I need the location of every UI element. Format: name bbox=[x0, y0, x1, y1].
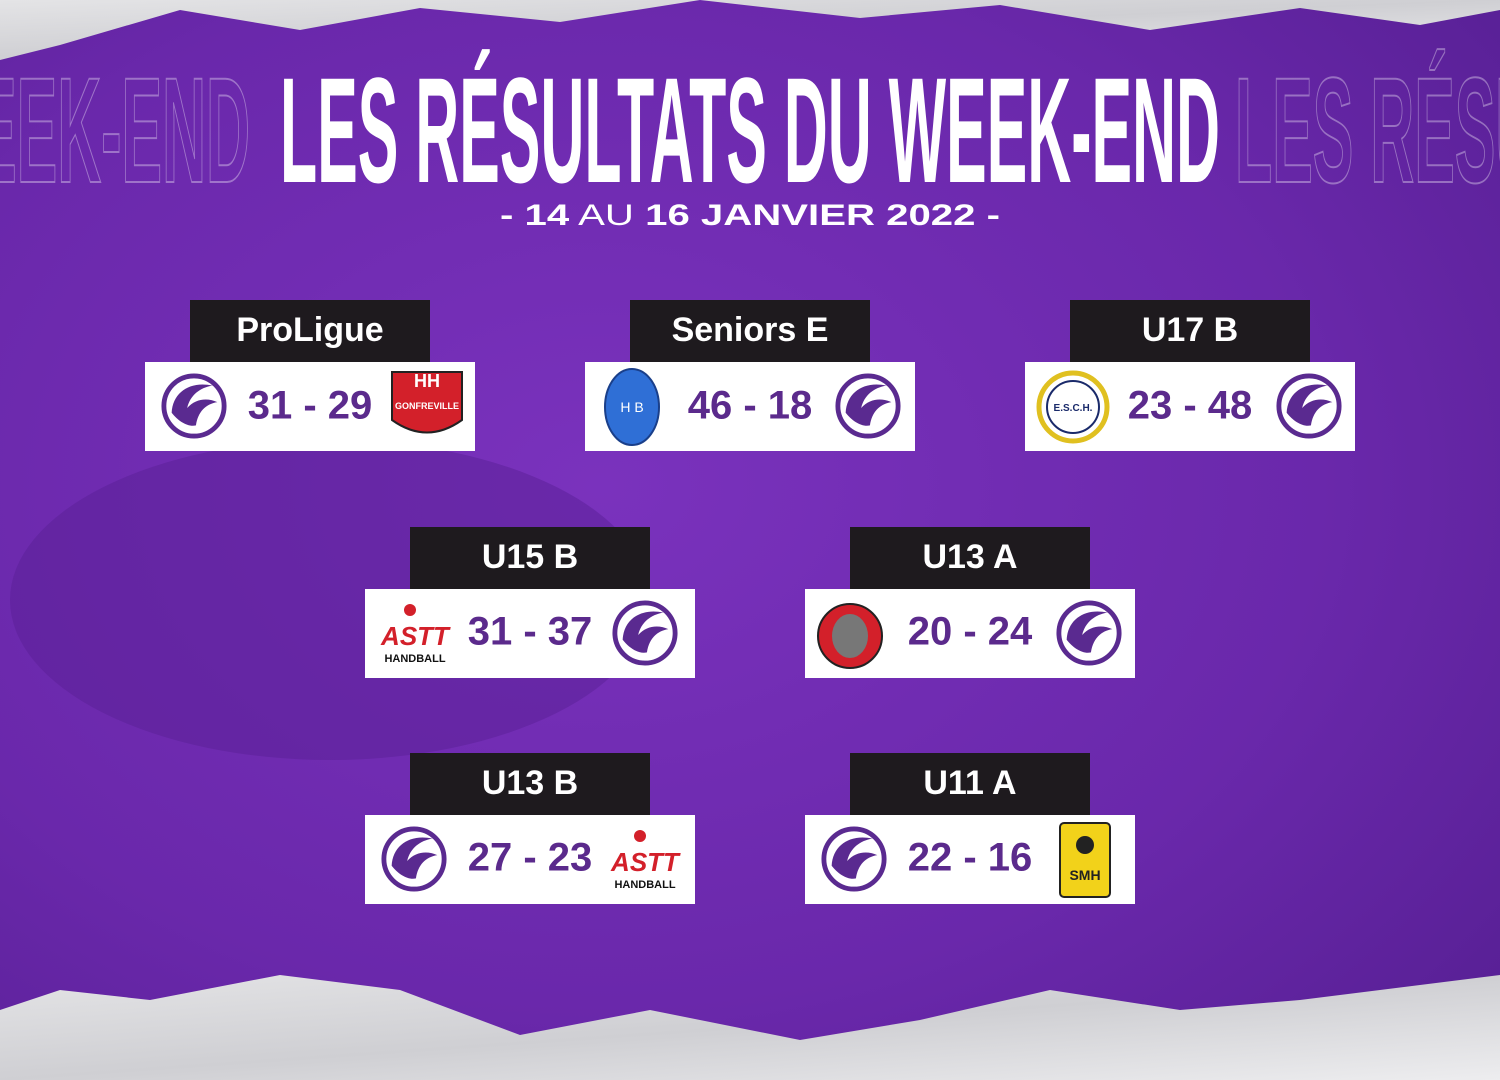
esch-logo bbox=[1036, 370, 1110, 444]
category: U13 A bbox=[922, 538, 1017, 576]
match-card: Seniors E H B 46 - 18 bbox=[585, 300, 915, 451]
gonfreville-logo bbox=[391, 371, 463, 434]
caen-logo bbox=[1279, 376, 1339, 436]
astt-mark: ASTT bbox=[610, 847, 681, 877]
ghost-title-right: LES RÉSULTATS DU WEEK-END bbox=[1235, 46, 1500, 214]
match-card: ProLigue 31 - 29 HH GONFREVILLE bbox=[145, 300, 475, 451]
category-box bbox=[850, 753, 1090, 815]
caen-logo bbox=[384, 829, 444, 889]
astt-mark: ASTT bbox=[380, 621, 451, 651]
torn-paper-bottom bbox=[0, 975, 1500, 1080]
texture bbox=[10, 440, 650, 760]
astt-ball bbox=[404, 604, 416, 616]
category: U13 B bbox=[482, 764, 578, 802]
logo-text: GONFREVILLE bbox=[395, 401, 459, 411]
logo-text: SMH bbox=[1069, 867, 1100, 883]
title: LES RÉSULTATS DU WEEK-END bbox=[280, 46, 1220, 214]
score: 20 - 24 bbox=[908, 610, 1033, 654]
usc-wolf bbox=[832, 614, 868, 658]
ghost-titles: LES RÉSULTATS DU WEEK-END LES RÉSULTATS … bbox=[0, 45, 1500, 215]
category: U11 A bbox=[923, 764, 1016, 802]
logo-text: HANDBALL bbox=[614, 879, 675, 891]
subtitle-end: 16 JANVIER 2022 - bbox=[645, 199, 1000, 232]
match-card: U13 B 27 - 23 ASTT HANDBALL bbox=[365, 753, 695, 904]
ghost-title-left: LES RÉSULTATS DU WEEK-END bbox=[0, 46, 250, 214]
pertiers-logo bbox=[604, 368, 660, 446]
caen-logo bbox=[824, 829, 884, 889]
category-box bbox=[850, 527, 1090, 589]
score: 27 - 23 bbox=[468, 836, 593, 880]
category: U17 B bbox=[1142, 311, 1238, 349]
score: 46 - 18 bbox=[688, 384, 813, 428]
caen-logo bbox=[838, 376, 898, 436]
caen-logo bbox=[1059, 603, 1119, 663]
logo-text: HANDBALL bbox=[384, 653, 445, 665]
subtitle: - 14 AU 16 JANVIER 2022 - bbox=[500, 199, 1000, 232]
subtitle-middle: AU bbox=[578, 199, 634, 232]
score: 22 - 16 bbox=[908, 836, 1033, 880]
score: 31 - 29 bbox=[248, 384, 373, 428]
gonfreville-mark: HH bbox=[414, 371, 440, 391]
match-card: U17 B E.S.C.H. 23 - 48 bbox=[1025, 300, 1355, 451]
torn-paper-top bbox=[0, 0, 1500, 60]
match-card: U15 B ASTT HANDBALL 31 - 37 bbox=[365, 527, 695, 678]
astt-ball bbox=[634, 830, 646, 842]
smh-logo bbox=[1059, 822, 1111, 898]
category-box bbox=[190, 300, 430, 362]
subtitle-start: - 14 bbox=[500, 199, 570, 232]
match-card: U11 A 22 - 16 SMH bbox=[805, 753, 1135, 904]
caen-logo bbox=[164, 376, 224, 436]
score: 23 - 48 bbox=[1128, 384, 1253, 428]
smh-ball bbox=[1076, 836, 1094, 854]
category: Seniors E bbox=[672, 311, 829, 349]
caen-logo bbox=[615, 603, 675, 663]
category-box bbox=[630, 300, 870, 362]
match-card: U13 A 20 - 24 bbox=[805, 527, 1135, 678]
logo-text: E.S.C.H. bbox=[1054, 403, 1093, 414]
category-box bbox=[410, 527, 650, 589]
category-box bbox=[1070, 300, 1310, 362]
score: 31 - 37 bbox=[468, 610, 593, 654]
pertiers-mark: H B bbox=[620, 399, 643, 415]
category-box bbox=[410, 753, 650, 815]
esch-ring bbox=[1046, 380, 1100, 434]
category: U15 B bbox=[482, 538, 578, 576]
category: ProLigue bbox=[236, 311, 383, 349]
